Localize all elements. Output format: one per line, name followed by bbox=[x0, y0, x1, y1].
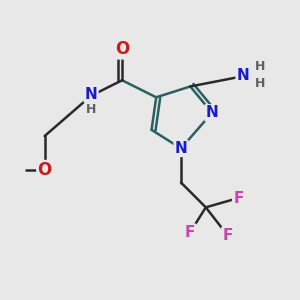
Text: O: O bbox=[115, 40, 129, 58]
Text: O: O bbox=[38, 161, 52, 179]
Text: H: H bbox=[255, 60, 265, 73]
Text: F: F bbox=[233, 190, 244, 206]
Text: F: F bbox=[185, 225, 196, 240]
Text: N: N bbox=[175, 141, 188, 156]
Text: H: H bbox=[255, 77, 265, 90]
Text: F: F bbox=[222, 228, 233, 243]
Text: H: H bbox=[86, 103, 96, 116]
Text: N: N bbox=[85, 87, 98, 102]
Text: N: N bbox=[206, 105, 218, 120]
Text: N: N bbox=[237, 68, 249, 83]
